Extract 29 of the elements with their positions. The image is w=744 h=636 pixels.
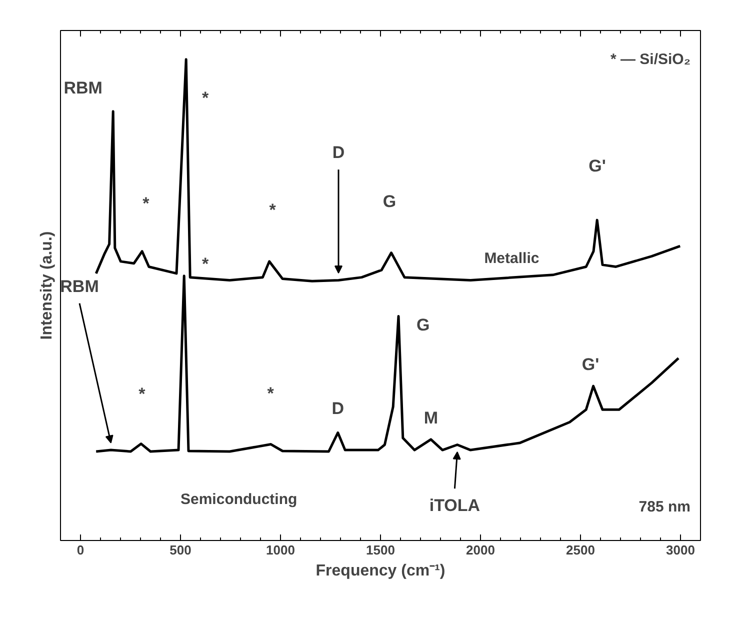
series-label: Metallic [484,250,540,268]
x-tick-label: 3000 [666,542,695,558]
annotation: 785 nm [638,498,691,516]
text: Semiconducting [180,491,298,508]
annotation: iTOLA [429,496,480,515]
annotation: * [267,384,274,403]
x-tick-label: 1500 [366,542,395,558]
annotation: * [202,88,209,108]
annotation: * — Si/SiO₂ [610,50,691,68]
annotation: G [382,192,396,211]
annotation: RBM [60,276,99,296]
x-tick-label: 2500 [566,542,595,558]
annotation: G [416,315,430,334]
x-axis-title: Frequency (cm⁻¹) [316,562,446,580]
annotation: G' [582,354,600,374]
annotation: D [332,399,344,418]
annotation: * [142,194,150,214]
annotation: M [424,408,438,428]
x-tick-label: 0 [76,542,84,558]
annotation: D [332,143,345,162]
x-tick-label: 2000 [466,542,495,558]
annotation: * [202,254,209,274]
annotation: * [269,200,276,220]
x-tick-label: 500 [170,542,192,558]
y-axis-title: Intensity (a.u.) [38,231,56,340]
annotation: G' [588,156,606,176]
x-tick-label: 1000 [266,542,295,558]
annotation: * [138,384,146,404]
annotation: RBM [64,78,102,98]
